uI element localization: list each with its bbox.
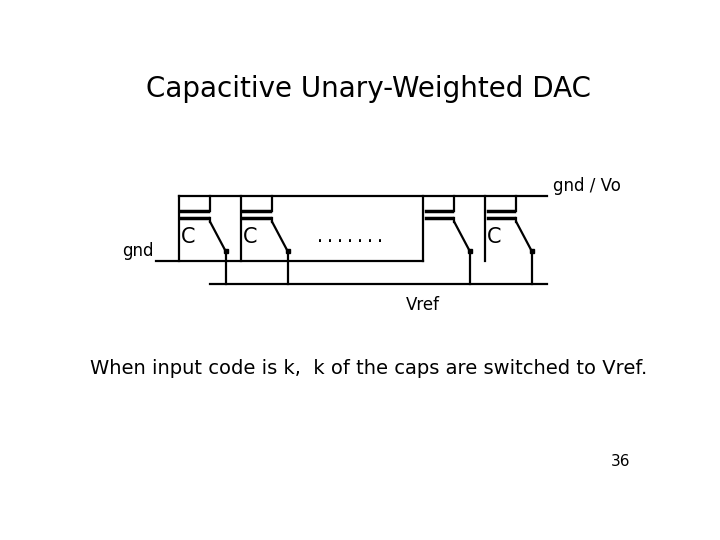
Text: When input code is k,  k of the caps are switched to Vref.: When input code is k, k of the caps are … <box>91 360 647 379</box>
Text: gnd: gnd <box>122 242 153 260</box>
Text: Capacitive Unary-Weighted DAC: Capacitive Unary-Weighted DAC <box>146 76 592 104</box>
Text: C: C <box>243 227 257 247</box>
Text: C: C <box>487 227 501 247</box>
Text: C: C <box>181 227 195 247</box>
Text: 36: 36 <box>611 454 631 469</box>
Text: gnd / Vo: gnd / Vo <box>554 177 621 195</box>
Text: .......: ....... <box>315 228 384 246</box>
Text: Vref: Vref <box>406 296 440 314</box>
